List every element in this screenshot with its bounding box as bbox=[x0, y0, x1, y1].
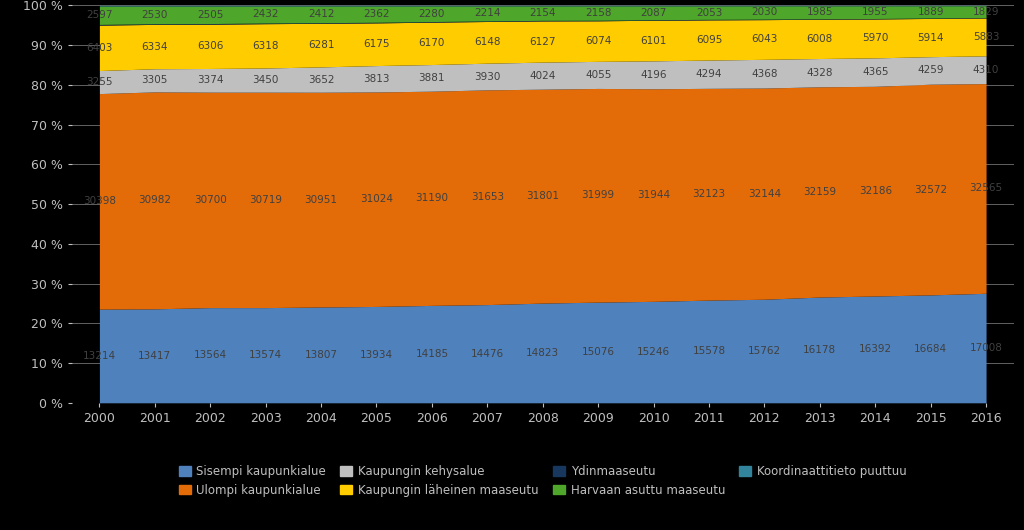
Text: 30982: 30982 bbox=[138, 196, 171, 205]
Text: 32572: 32572 bbox=[914, 184, 947, 195]
Text: 6074: 6074 bbox=[585, 36, 611, 46]
Text: 15076: 15076 bbox=[582, 348, 614, 357]
Text: 13807: 13807 bbox=[304, 350, 338, 360]
Text: 6095: 6095 bbox=[695, 35, 722, 45]
Text: 15246: 15246 bbox=[637, 347, 670, 357]
Text: 15762: 15762 bbox=[748, 346, 781, 356]
Text: 6170: 6170 bbox=[419, 38, 445, 48]
Text: 32159: 32159 bbox=[803, 187, 837, 197]
Text: 16392: 16392 bbox=[859, 344, 892, 355]
Text: 14476: 14476 bbox=[471, 349, 504, 359]
Text: 3930: 3930 bbox=[474, 72, 501, 82]
Text: 32186: 32186 bbox=[859, 186, 892, 196]
Text: 3813: 3813 bbox=[364, 74, 390, 84]
Text: 2412: 2412 bbox=[308, 10, 334, 19]
Text: 2214: 2214 bbox=[474, 8, 501, 19]
Text: 3881: 3881 bbox=[419, 73, 445, 83]
Text: 3450: 3450 bbox=[253, 75, 279, 85]
Text: 15578: 15578 bbox=[692, 347, 726, 357]
Text: 1955: 1955 bbox=[862, 7, 889, 17]
Text: 2087: 2087 bbox=[640, 8, 667, 18]
Text: 3374: 3374 bbox=[197, 75, 223, 85]
Text: 6403: 6403 bbox=[86, 43, 113, 53]
Text: 6306: 6306 bbox=[197, 41, 223, 51]
Text: 6281: 6281 bbox=[308, 40, 334, 50]
Text: 3652: 3652 bbox=[308, 75, 334, 85]
Text: 4310: 4310 bbox=[973, 65, 999, 75]
Text: 16684: 16684 bbox=[914, 344, 947, 354]
Text: 2154: 2154 bbox=[529, 8, 556, 18]
Text: 6334: 6334 bbox=[141, 41, 168, 51]
Text: 2158: 2158 bbox=[585, 8, 611, 18]
Text: 2030: 2030 bbox=[752, 7, 777, 17]
Text: 14185: 14185 bbox=[416, 349, 449, 359]
Text: 31801: 31801 bbox=[526, 191, 559, 201]
Text: 6008: 6008 bbox=[807, 34, 833, 44]
Text: 4024: 4024 bbox=[529, 70, 556, 81]
Text: 6318: 6318 bbox=[252, 41, 279, 51]
Text: 17008: 17008 bbox=[970, 343, 1002, 353]
Text: 2432: 2432 bbox=[252, 10, 279, 20]
Text: 32144: 32144 bbox=[748, 189, 781, 199]
Text: 2597: 2597 bbox=[86, 10, 113, 20]
Text: 3305: 3305 bbox=[141, 75, 168, 85]
Text: 32123: 32123 bbox=[692, 189, 726, 199]
Text: 30398: 30398 bbox=[83, 196, 116, 206]
Text: 31999: 31999 bbox=[582, 190, 614, 200]
Text: 2280: 2280 bbox=[419, 8, 445, 19]
Text: 3255: 3255 bbox=[86, 77, 113, 87]
Text: 30951: 30951 bbox=[304, 195, 338, 205]
Text: 31653: 31653 bbox=[471, 192, 504, 202]
Text: 1829: 1829 bbox=[973, 7, 999, 16]
Text: 2505: 2505 bbox=[197, 10, 223, 20]
Text: 2530: 2530 bbox=[141, 10, 168, 20]
Text: 4365: 4365 bbox=[862, 67, 889, 77]
Text: 4368: 4368 bbox=[752, 69, 777, 78]
Text: 6043: 6043 bbox=[752, 34, 777, 45]
Text: 6101: 6101 bbox=[640, 36, 667, 46]
Text: 5970: 5970 bbox=[862, 33, 889, 43]
Text: 1985: 1985 bbox=[807, 7, 834, 17]
Text: 13574: 13574 bbox=[249, 350, 283, 360]
Text: 5914: 5914 bbox=[918, 32, 944, 42]
Text: 1889: 1889 bbox=[918, 7, 944, 17]
Text: 4196: 4196 bbox=[640, 70, 667, 80]
Text: 16178: 16178 bbox=[803, 345, 837, 355]
Text: 4328: 4328 bbox=[807, 68, 834, 78]
Text: 13417: 13417 bbox=[138, 351, 171, 361]
Text: 13214: 13214 bbox=[83, 351, 116, 361]
Text: 4259: 4259 bbox=[918, 65, 944, 75]
Text: 6127: 6127 bbox=[529, 37, 556, 47]
Text: 32565: 32565 bbox=[970, 183, 1002, 193]
Text: 31024: 31024 bbox=[360, 194, 393, 204]
Text: 30700: 30700 bbox=[194, 195, 226, 205]
Text: 13934: 13934 bbox=[359, 350, 393, 360]
Text: 5883: 5883 bbox=[973, 32, 999, 42]
Text: 2362: 2362 bbox=[364, 9, 390, 19]
Text: 31190: 31190 bbox=[416, 193, 449, 204]
Text: 30719: 30719 bbox=[249, 195, 283, 205]
Text: 4055: 4055 bbox=[585, 70, 611, 80]
Text: 13564: 13564 bbox=[194, 350, 226, 360]
Text: 2053: 2053 bbox=[695, 7, 722, 17]
Legend: Sisempi kaupunkialue, Ulompi kaupunkialue, Kaupungin kehysalue, Kaupungin lähein: Sisempi kaupunkialue, Ulompi kaupunkialu… bbox=[174, 461, 911, 502]
Text: 6148: 6148 bbox=[474, 37, 501, 47]
Text: 6175: 6175 bbox=[364, 39, 390, 49]
Text: 14823: 14823 bbox=[526, 348, 559, 358]
Text: 4294: 4294 bbox=[695, 69, 722, 79]
Text: 31944: 31944 bbox=[637, 190, 670, 200]
